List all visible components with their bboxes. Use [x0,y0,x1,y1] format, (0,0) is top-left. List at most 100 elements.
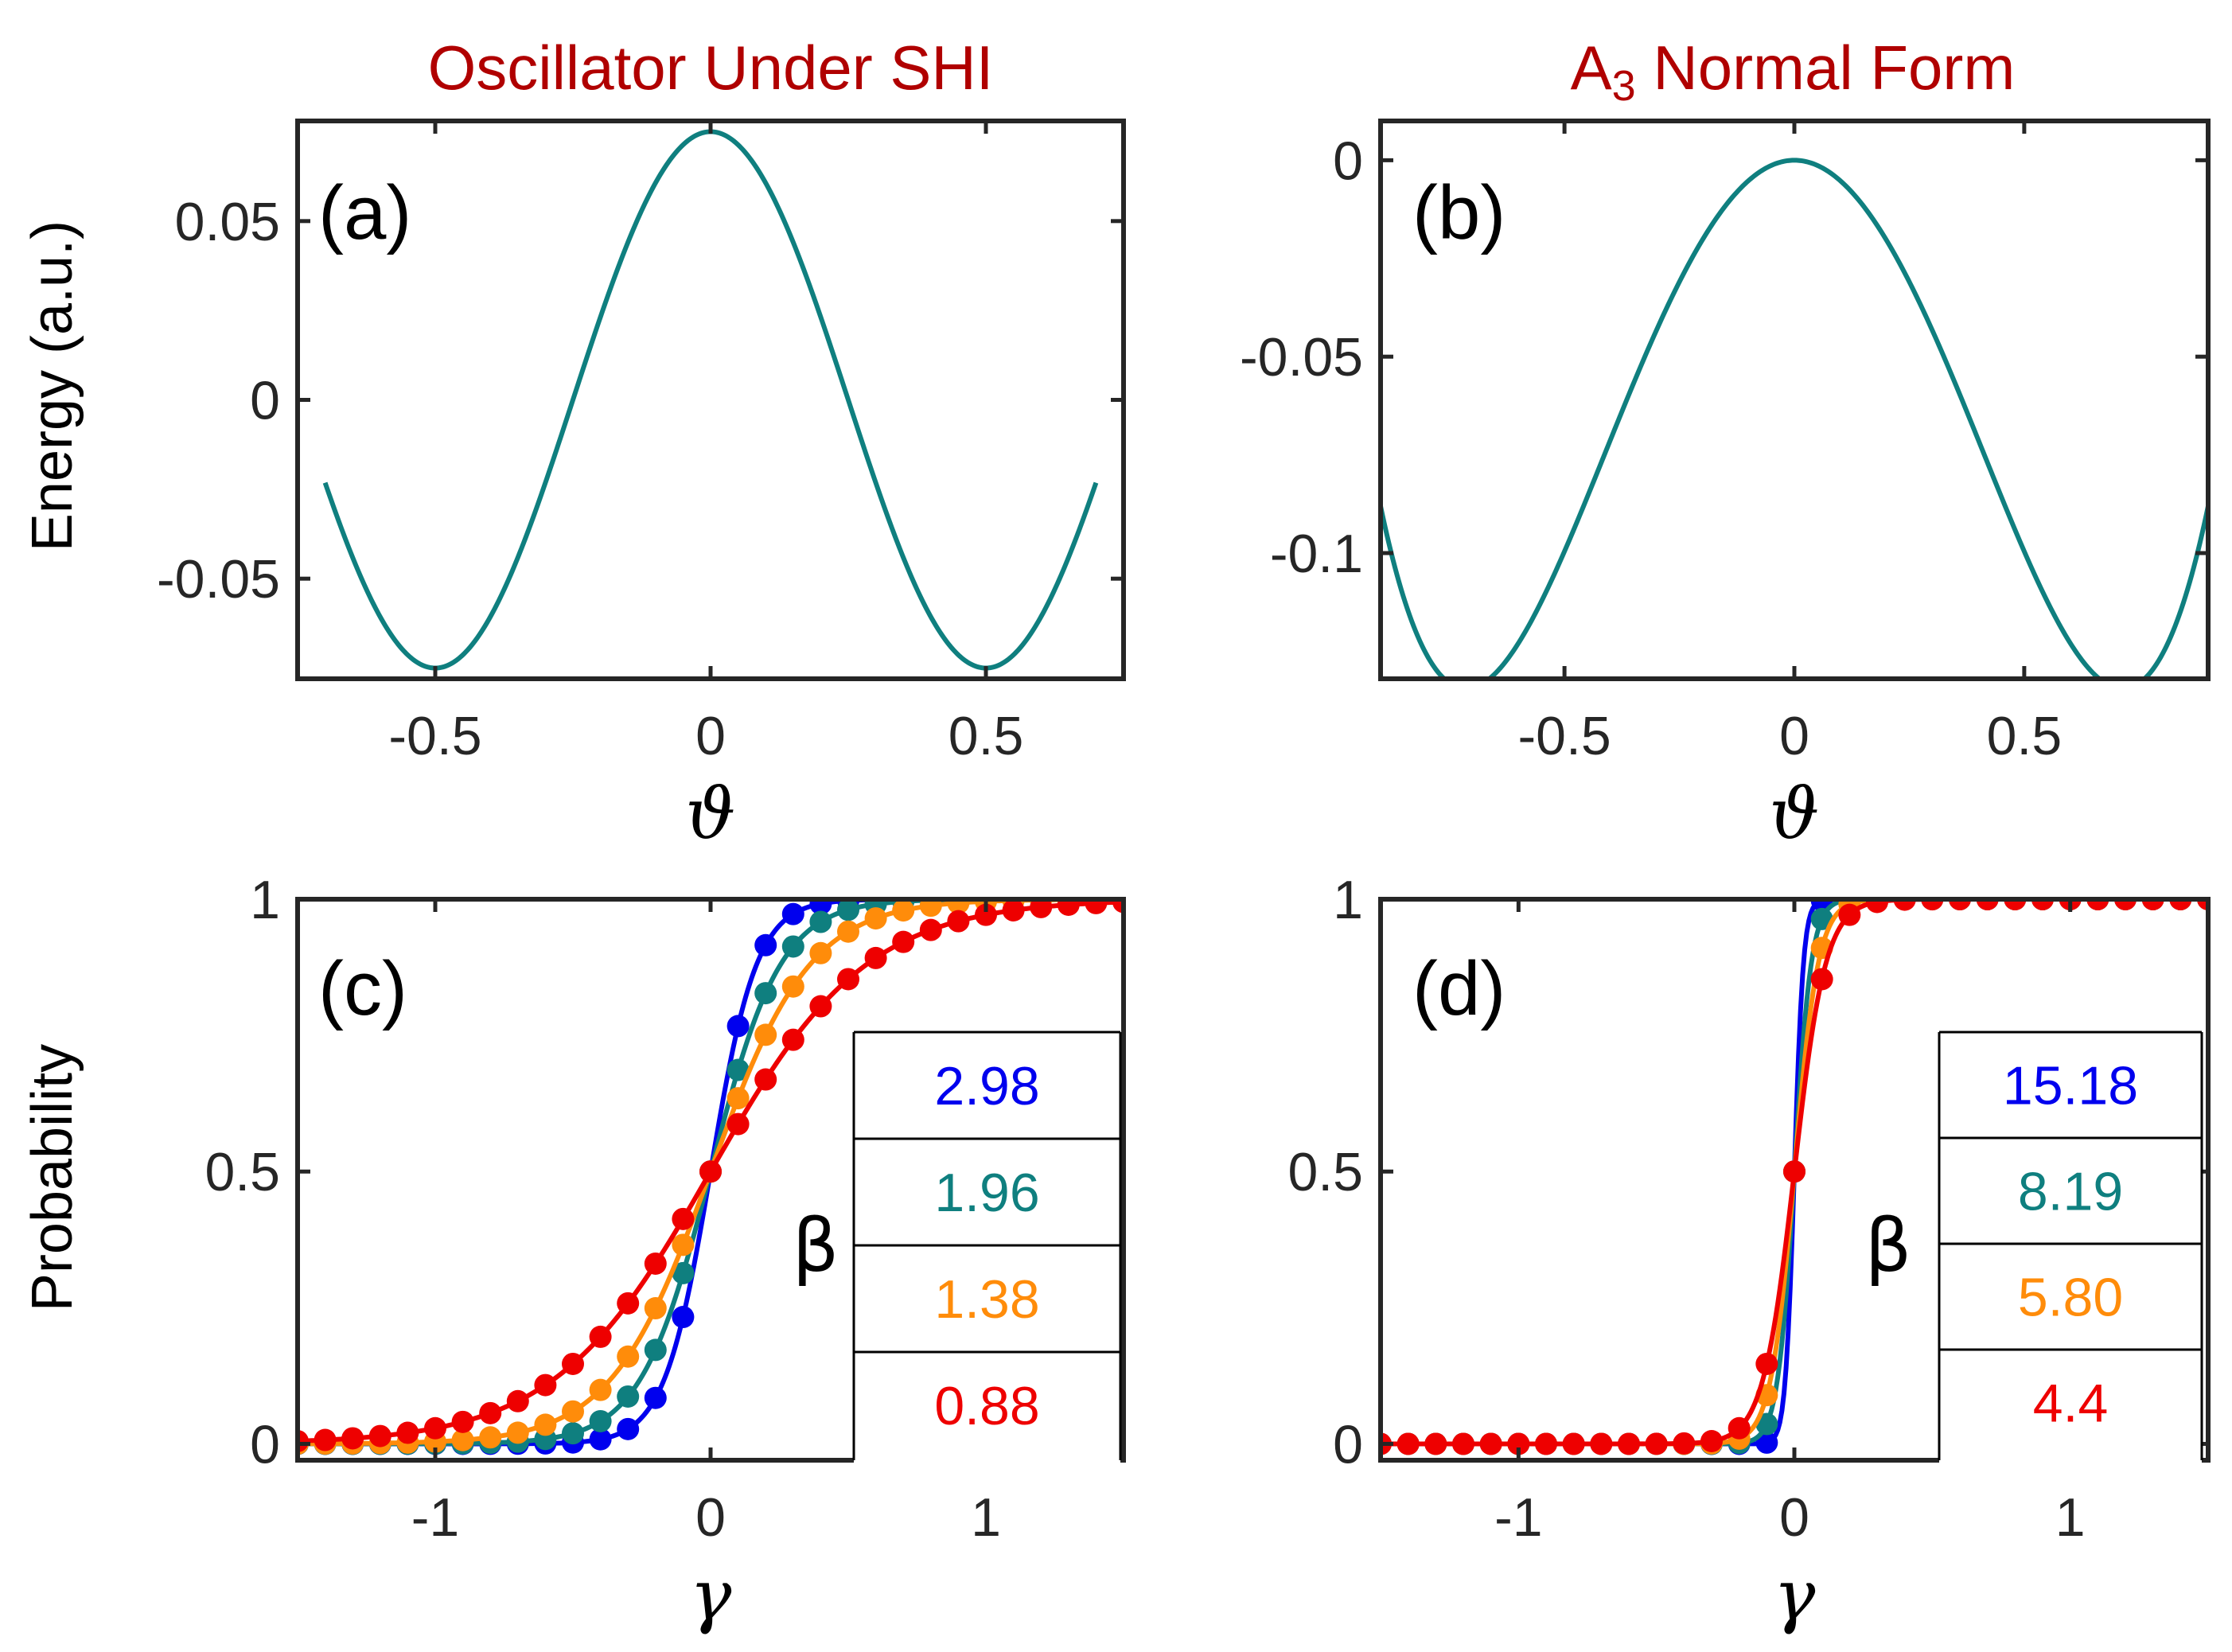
beta-symbol: β [1865,1203,1912,1288]
x-tick-label: -0.5 [388,706,481,766]
y-axis-label: Probability [21,1044,84,1311]
data-point-beta-0.88 [589,1325,612,1348]
data-point-beta-4.4 [2086,899,2109,910]
y-tick-label: 0 [250,1414,280,1475]
x-tick-label: 0 [1779,1487,1809,1548]
x-tick-label: 0.5 [1987,706,2063,766]
data-point-beta-4.4 [1783,1160,1805,1183]
data-point-beta-1.38 [617,1345,640,1368]
data-point-beta-4.4 [2114,899,2137,910]
data-point-beta-1.38 [562,1400,584,1423]
beta-value-15.18: 15.18 [2003,1056,2138,1116]
x-axis-label: γ [690,1554,732,1636]
y-tick-label: -0.05 [157,549,280,610]
data-point-beta-0.88 [1085,899,1108,914]
data-point-beta-15.18 [1755,1431,1778,1454]
data-point-beta-1.38 [864,907,887,930]
data-point-beta-4.4 [1645,1432,1668,1455]
data-point-beta-1.96 [726,1058,750,1081]
y-tick-label: 0.5 [1287,1142,1363,1202]
data-point-beta-4.4 [1700,1430,1723,1452]
x-axis-label: ϑ [686,773,736,855]
title-a3-main: A [1571,33,1612,103]
beta-value-0.88: 0.88 [934,1376,1039,1436]
panel-c: -1 0 1 0 0.5 1 γ Probability (c) 2.98 1.96 1.38 0.88… [21,870,1126,1636]
data-point-beta-0.88 [562,1352,584,1375]
y-tick-label: 1 [250,870,280,930]
beta-value-8.19: 8.19 [2018,1162,2123,1222]
y-tick-label: 0 [1333,1414,1363,1475]
data-point-beta-4.4 [1562,1432,1585,1455]
x-tick-label: -1 [411,1487,459,1548]
data-point-beta-4.4 [1673,1432,1696,1455]
data-point-beta-0.88 [672,1207,695,1230]
data-point-beta-4.4 [1452,1432,1474,1455]
data-point-beta-0.88 [506,1389,529,1412]
data-point-beta-4.4 [1893,899,1916,911]
data-point-beta-0.88 [726,1112,750,1136]
series-line-normal-form [1381,158,2208,679]
beta-value-5.80: 5.80 [2018,1268,2123,1328]
y-tick-label: 0.05 [175,192,280,252]
data-point-beta-1.38 [451,1428,474,1451]
y-tick-label: 0 [1333,131,1363,191]
y-axis-label: Energy (a.u.) [21,220,84,551]
data-point-beta-0.88 [1002,899,1025,921]
data-point-beta-2.98 [754,933,777,957]
data-point-beta-1.38 [506,1421,529,1444]
beta-value-2.98: 2.98 [934,1056,1039,1116]
data-point-beta-1.38 [672,1233,695,1257]
beta-value-1.96: 1.96 [934,1163,1039,1223]
data-point-beta-4.4 [1921,899,1944,911]
data-point-beta-0.88 [617,1292,640,1315]
data-point-beta-0.88 [975,903,997,926]
title-a3-normal-form: A3 Normal Form [1571,33,2016,110]
data-point-beta-8.19 [1755,1412,1778,1436]
data-point-beta-4.4 [1866,899,1888,914]
x-tick-label: 0 [695,706,726,766]
data-point-beta-0.88 [341,1427,364,1450]
data-point-beta-1.38 [534,1413,557,1436]
y-tick-label: 0 [250,371,280,431]
data-point-beta-2.98 [781,902,804,925]
data-point-beta-2.98 [672,1306,695,1329]
data-point-beta-1.96 [781,935,804,958]
data-point-beta-4.4 [1949,899,1971,911]
x-tick-label: 0 [1779,706,1809,766]
x-axis-label: γ [1774,1554,1816,1636]
title-a3-rest: Normal Form [1636,33,2016,103]
data-point-beta-0.88 [396,1421,419,1444]
data-point-beta-4.4 [1838,903,1861,926]
data-point-beta-1.38 [781,975,804,998]
data-point-beta-4.4 [1424,1432,1447,1455]
panel-d: -1 0 1 0 0.5 1 γ (d) 15.18 8.19 5.80 4.4 β [1287,870,2211,1636]
data-point-beta-0.88 [368,1424,391,1447]
y-tick-label: -0.1 [1270,524,1363,584]
data-point-beta-0.88 [947,910,970,933]
data-point-beta-1.96 [617,1385,640,1408]
data-point-beta-1.96 [837,899,859,921]
data-point-beta-1.38 [589,1378,612,1401]
data-point-beta-1.96 [644,1338,667,1362]
panel-a: -0.5 0 0.5 -0.05 0 0.05 ϑ Energy (a.u.) (a) [21,119,1126,855]
y-tick-label: -0.05 [1240,327,1363,388]
x-tick-label: -0.5 [1518,706,1611,766]
data-point-beta-1.38 [919,899,942,918]
x-tick-label: 1 [2055,1487,2086,1548]
data-point-beta-2.98 [644,1386,667,1409]
panel-tag-c: (c) [318,946,407,1031]
x-tick-label: 0 [695,1487,726,1548]
data-point-beta-1.38 [726,1087,750,1110]
data-point-beta-1.96 [589,1409,612,1432]
data-point-beta-2.98 [589,1428,612,1451]
data-point-beta-4.4 [2169,899,2192,910]
data-point-beta-0.88 [781,1028,804,1051]
data-point-beta-0.88 [1057,899,1080,916]
data-point-beta-1.38 [892,899,915,922]
data-point-beta-0.88 [479,1401,502,1424]
data-point-beta-0.88 [919,918,942,941]
data-point-beta-4.4 [1755,1352,1778,1375]
beta-value-4.4: 4.4 [2033,1373,2109,1434]
data-point-beta-1.38 [644,1297,667,1320]
x-axis-label: ϑ [1770,773,1820,855]
